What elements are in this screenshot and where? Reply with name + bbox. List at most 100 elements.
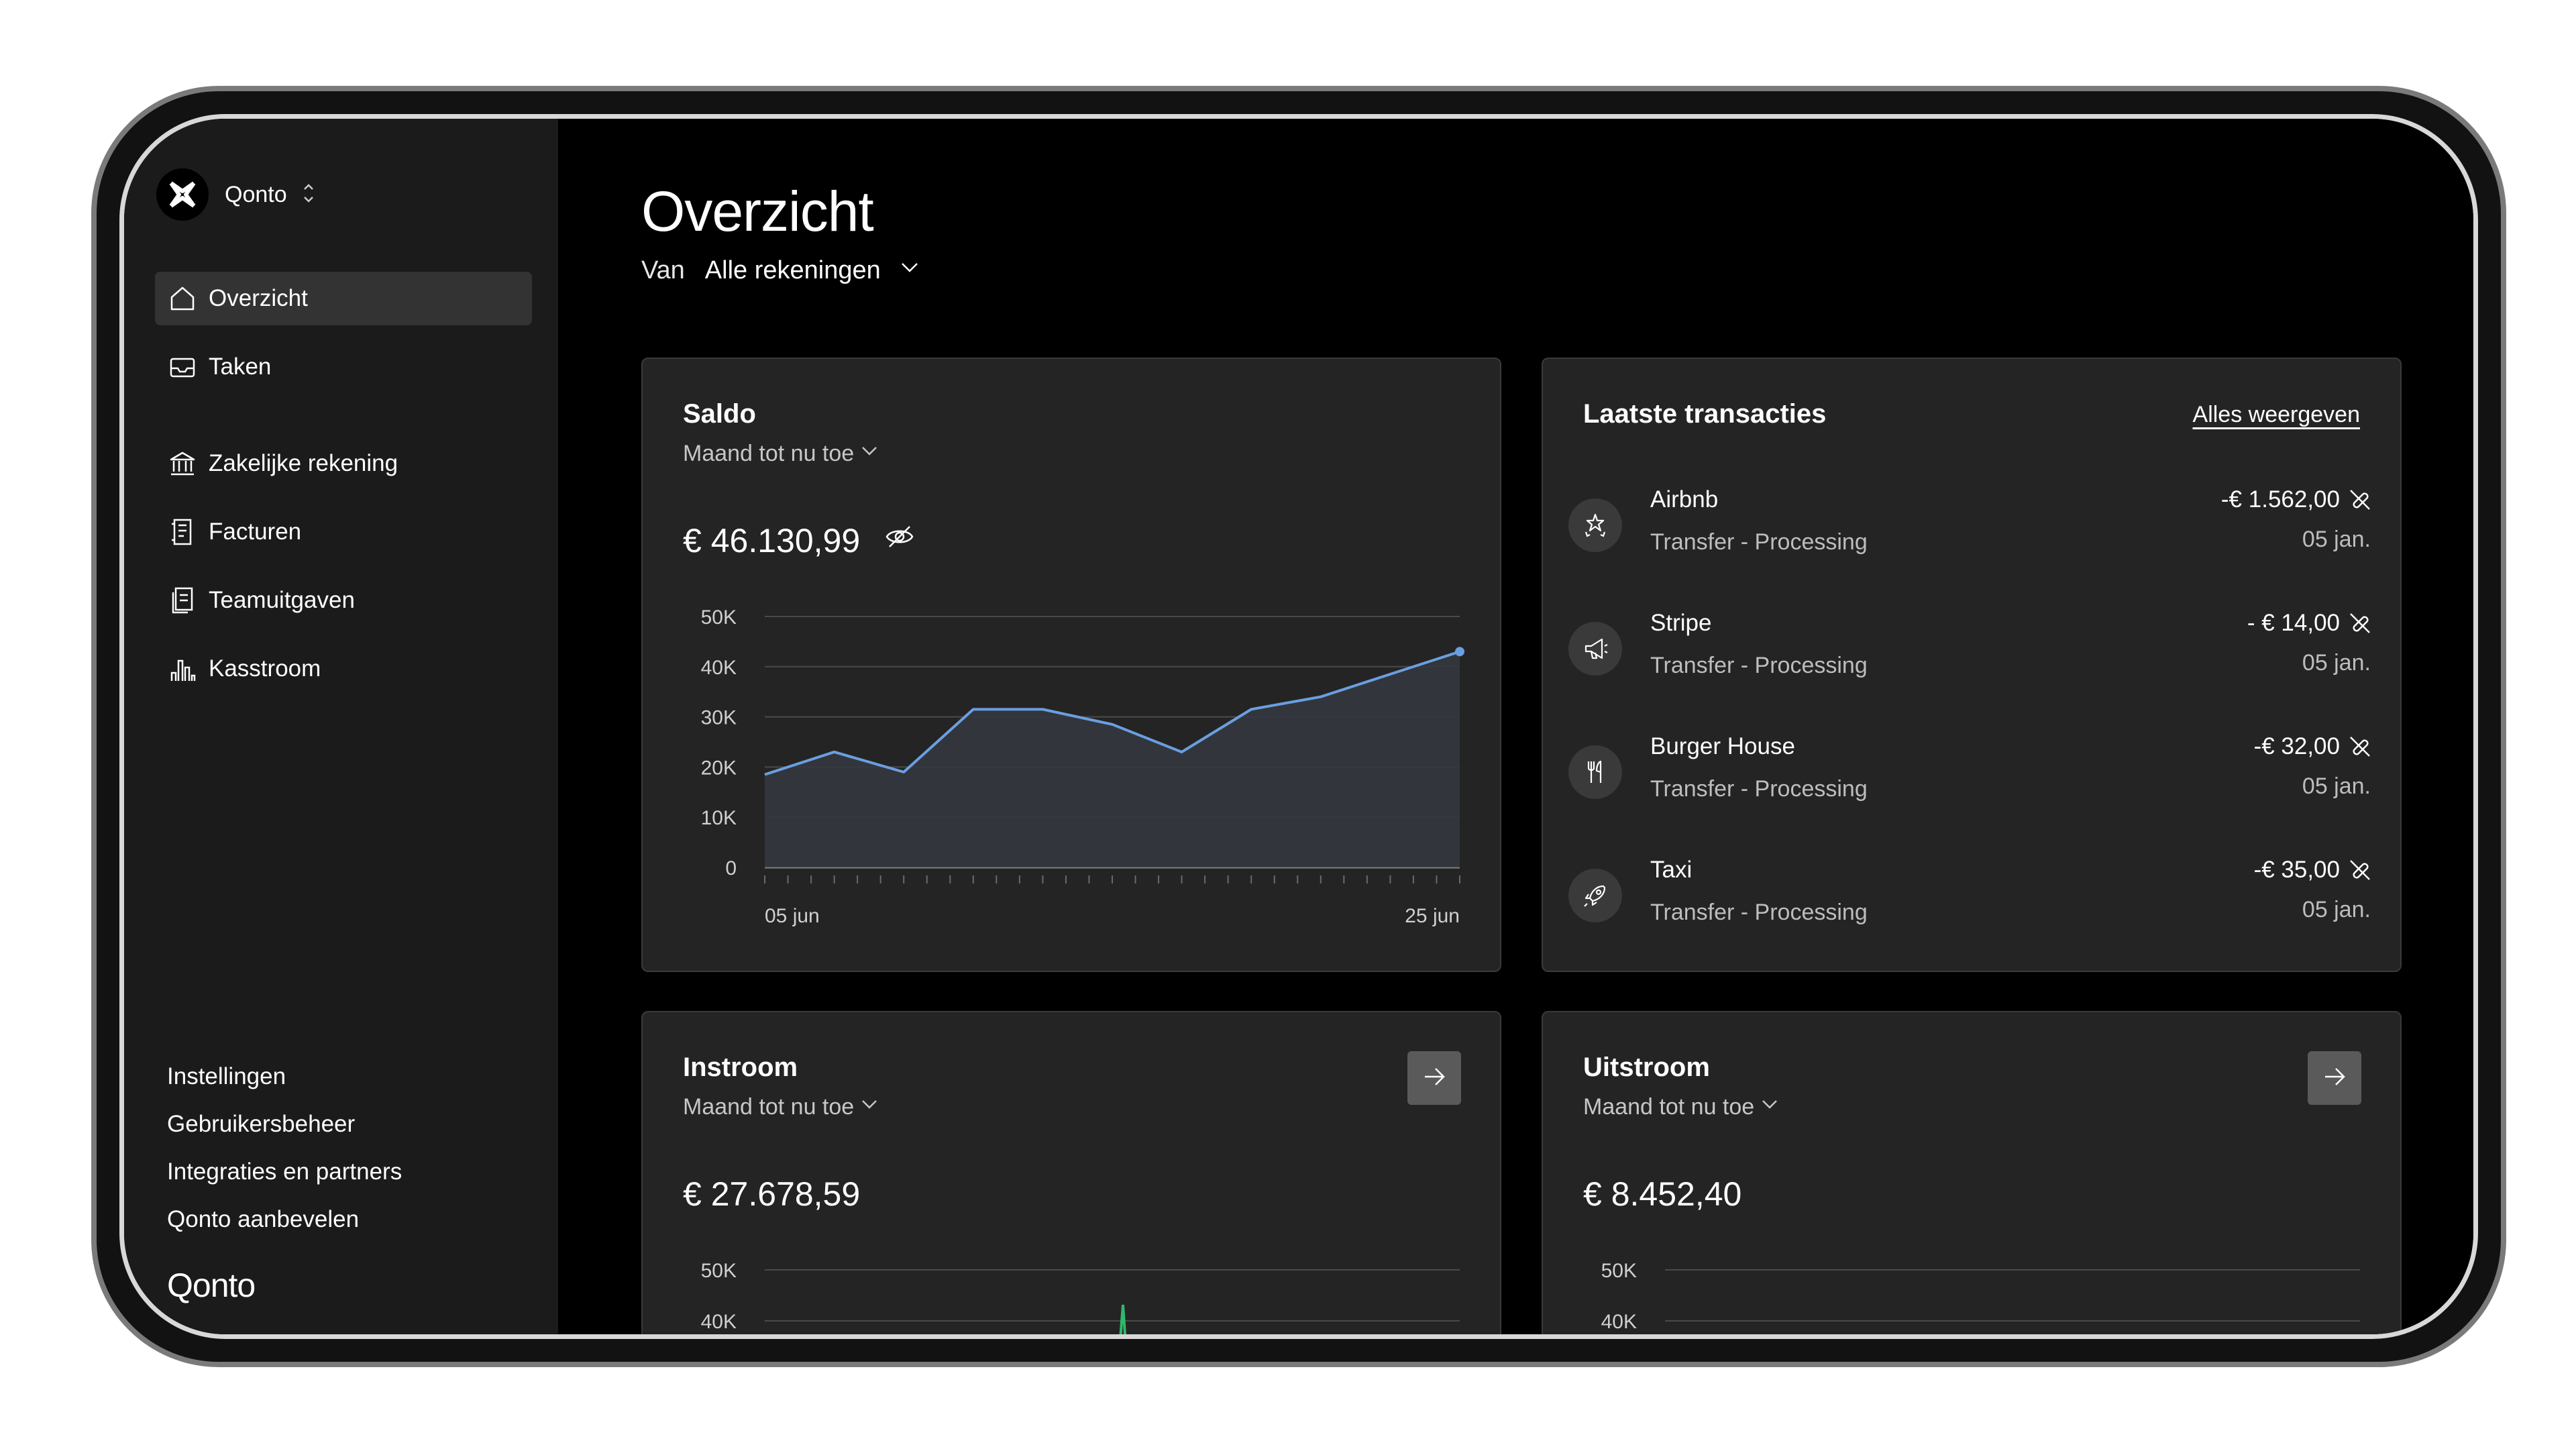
- transaction-row[interactable]: Stripe Transfer - Processing - € 14,00 0…: [1543, 610, 2400, 697]
- chevron-down-icon: [859, 441, 879, 467]
- main-content: Overzicht Van Alle rekeningen Saldo Maan…: [558, 119, 2473, 1334]
- y-tick-label: 20K: [701, 757, 737, 779]
- transaction-status: Transfer - Processing: [1650, 900, 1868, 925]
- referral-link[interactable]: Qonto aanbevelen: [167, 1206, 360, 1232]
- sidebar-item-label: Kasstroom: [209, 655, 321, 682]
- transaction-amount: - € 14,00: [2247, 610, 2340, 636]
- y-tick-label: 50K: [1601, 1260, 1637, 1282]
- instroom-open-button[interactable]: [1407, 1051, 1461, 1105]
- transaction-name: Burger House: [1650, 733, 1795, 759]
- home-icon: [167, 283, 198, 314]
- transaction-date: 05 jan.: [2302, 897, 2371, 922]
- transaction-row[interactable]: Burger House Transfer - Processing -€ 32…: [1543, 733, 2400, 820]
- saldo-period-label: Maand tot nu toe: [683, 441, 855, 466]
- bank-icon: [167, 448, 198, 479]
- y-tick-label: 50K: [701, 606, 737, 629]
- sidebar-item-label: Overzicht: [209, 285, 308, 311]
- transaction-name: Stripe: [1650, 610, 1712, 636]
- instroom-title: Instroom: [683, 1053, 798, 1082]
- megaphone-icon: [1568, 622, 1622, 676]
- uitstroom-title: Uitstroom: [1583, 1053, 1710, 1082]
- transactions-title: Laatste transacties: [1583, 399, 1827, 429]
- y-tick-label: 40K: [701, 657, 737, 679]
- arrow-right-icon: [2321, 1063, 2348, 1093]
- y-tick-label: 30K: [701, 707, 737, 729]
- chevron-down-icon: [859, 1094, 879, 1120]
- page-title: Overzicht: [641, 180, 874, 243]
- saldo-amount: € 46.130,99: [683, 522, 861, 559]
- saldo-card: Saldo Maand tot nu toe € 46.130,99 50K 40…: [641, 358, 1501, 972]
- transaction-status: Transfer - Processing: [1650, 776, 1868, 802]
- y-tick-label: 50K: [701, 1260, 737, 1282]
- transaction-row[interactable]: Airbnb Transfer - Processing -€ 1.562,00…: [1543, 486, 2400, 574]
- device-frame: Qonto Overzicht Taken Zakelijke rekeni: [91, 86, 2506, 1367]
- saldo-amount-row: € 46.130,99: [683, 521, 915, 560]
- instroom-line: [1119, 1304, 1127, 1334]
- sidebar-item-facturen[interactable]: Facturen: [155, 505, 532, 559]
- brand-logo: Qonto: [167, 1267, 256, 1304]
- uitstroom-card: Uitstroom Maand tot nu toe € 8.452,40 50…: [1542, 1011, 2402, 1334]
- instroom-card: Instroom Maand tot nu toe € 27.678,59 50…: [641, 1011, 1501, 1334]
- saldo-period-select[interactable]: Maand tot nu toe: [683, 441, 879, 467]
- y-tick-label: 0: [725, 857, 737, 879]
- x-tick-label: 05 jun: [765, 905, 820, 927]
- sidebar-item-label: Facturen: [209, 519, 302, 545]
- rocket-icon: [1568, 869, 1622, 922]
- org-switcher[interactable]: Qonto: [156, 168, 315, 221]
- uitstroom-amount-row: € 8.452,40: [1583, 1175, 1741, 1214]
- invoice-icon: [167, 517, 198, 547]
- inbox-icon: [167, 352, 198, 382]
- chevron-up-down-icon: [302, 180, 315, 210]
- saldo-chart: 50K 40K 30K 20K 10K 0 05 jun 25 jun: [701, 606, 1464, 927]
- transaction-date: 05 jan.: [2302, 650, 2371, 676]
- saldo-title: Saldo: [683, 399, 756, 429]
- instroom-period-select[interactable]: Maand tot nu toe: [683, 1094, 879, 1120]
- qonto-logo-icon: [156, 168, 209, 221]
- sidebar-item-label: Teamuitgaven: [209, 587, 355, 613]
- transaction-date: 05 jan.: [2302, 773, 2371, 799]
- sparkles-icon: [1568, 498, 1622, 552]
- sidebar-item-taken[interactable]: Taken: [155, 340, 532, 394]
- eye-off-icon[interactable]: [884, 521, 915, 560]
- integrations-link[interactable]: Integraties en partners: [167, 1159, 402, 1185]
- uitstroom-open-button[interactable]: [2308, 1051, 2361, 1105]
- sidebar-item-label: Taken: [209, 354, 272, 380]
- y-tick-label: 40K: [701, 1311, 737, 1333]
- team-expenses-icon: [167, 585, 198, 616]
- fork-knife-icon: [1568, 745, 1622, 799]
- sidebar-item-zakelijke-rekening[interactable]: Zakelijke rekening: [155, 437, 532, 490]
- uitstroom-chart: 50K 40K: [1601, 1260, 2360, 1333]
- transaction-name: Airbnb: [1650, 486, 1719, 513]
- transaction-row[interactable]: Taxi Transfer - Processing -€ 35,00 05 j…: [1543, 857, 2400, 944]
- sidebar-item-label: Zakelijke rekening: [209, 450, 398, 476]
- view-all-link[interactable]: Alles weergeven: [2192, 402, 2360, 427]
- chevron-down-icon: [1760, 1094, 1780, 1120]
- uitstroom-period-label: Maand tot nu toe: [1583, 1094, 1755, 1120]
- instroom-amount: € 27.678,59: [683, 1175, 861, 1213]
- transactions-card: Laatste transacties Alles weergeven Airb…: [1542, 358, 2402, 972]
- transaction-status: Transfer - Processing: [1650, 653, 1868, 678]
- bar-chart-icon: [167, 653, 198, 684]
- transaction-amount: -€ 1.562,00: [2220, 486, 2340, 513]
- x-tick-label: 25 jun: [1405, 905, 1460, 927]
- user-management-link[interactable]: Gebruikersbeheer: [167, 1111, 356, 1137]
- account-filter[interactable]: Van Alle rekeningen: [641, 256, 921, 285]
- saldo-area: [765, 651, 1460, 867]
- device-screen: Qonto Overzicht Taken Zakelijke rekeni: [119, 114, 2478, 1339]
- account-filter-label: Van: [641, 256, 685, 284]
- sidebar-item-kasstroom[interactable]: Kasstroom: [155, 642, 532, 696]
- settings-link[interactable]: Instellingen: [167, 1063, 286, 1089]
- sidebar: Qonto Overzicht Taken Zakelijke rekeni: [124, 119, 558, 1334]
- uitstroom-period-select[interactable]: Maand tot nu toe: [1583, 1094, 1780, 1120]
- sidebar-item-teamuitgaven[interactable]: Teamuitgaven: [155, 574, 532, 627]
- transaction-amount: -€ 35,00: [2253, 857, 2340, 883]
- attachment-missing-icon: [2347, 610, 2373, 637]
- sidebar-item-overzicht[interactable]: Overzicht: [155, 272, 532, 325]
- attachment-missing-icon: [2347, 733, 2373, 760]
- attachment-missing-icon: [2347, 486, 2373, 513]
- transaction-status: Transfer - Processing: [1650, 529, 1868, 555]
- attachment-missing-icon: [2347, 857, 2373, 883]
- instroom-period-label: Maand tot nu toe: [683, 1094, 855, 1120]
- transaction-amount: -€ 32,00: [2253, 733, 2340, 759]
- chevron-down-icon: [898, 256, 921, 285]
